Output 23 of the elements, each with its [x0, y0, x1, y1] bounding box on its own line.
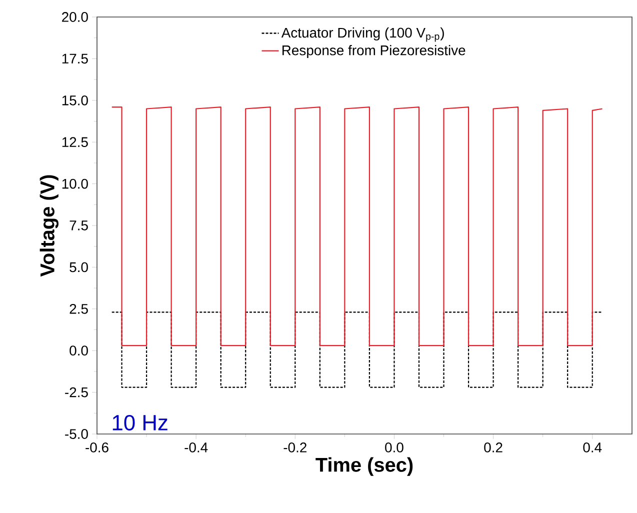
y-tick-label: 7.5 [70, 220, 88, 230]
y-tick-label: 10.0 [62, 178, 88, 189]
y-tick-label: 15.0 [62, 95, 88, 106]
x-tick-label: 0.0 [385, 442, 404, 452]
line-series [111, 106, 603, 346]
x-tick-label: 0.2 [484, 442, 502, 452]
x-tick-label: -0.4 [184, 442, 208, 452]
y-tick-label: 5.0 [70, 262, 88, 272]
legend-label: Actuator Driving (100 V$_{p-p}$) [281, 27, 444, 42]
x-axis-title: Time (sec) [316, 457, 413, 476]
y-axis-title: Voltage (V) [40, 175, 58, 277]
y-tick-label: 17.5 [62, 54, 88, 64]
y-tick-label: -2.5 [65, 387, 88, 398]
x-tick-label: 0.4 [583, 442, 602, 452]
y-tick-label: 2.5 [70, 304, 88, 314]
legend-label: Response from Piezoresistive [282, 45, 466, 58]
x-tick-label: -0.2 [284, 442, 306, 452]
y-tick-label: 12.5 [62, 137, 88, 148]
y-tick-label: 0.0 [70, 346, 88, 356]
x-tick-label: -0.6 [86, 442, 108, 452]
y-tick-label: 20.0 [62, 12, 88, 22]
annotation: 10 Hz [112, 414, 168, 430]
y-tick-label: -5.0 [65, 429, 88, 439]
